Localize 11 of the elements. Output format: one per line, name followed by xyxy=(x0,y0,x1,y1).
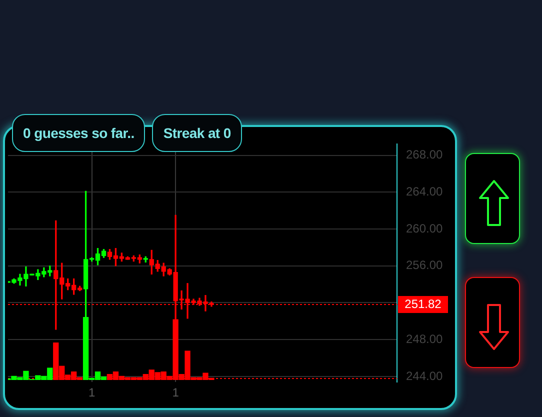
y-tick-label: 268.00 xyxy=(406,148,444,162)
text: 0 guesses so far.. xyxy=(12,114,146,152)
y-tick-label: 248.00 xyxy=(406,332,444,346)
ref-line-label: 251.82 xyxy=(404,297,442,312)
y-tick-label: 256.00 xyxy=(406,258,444,272)
x-tick-label: 1 xyxy=(172,386,180,400)
text: Streak at 0 xyxy=(152,114,242,152)
x-tick-label: 1 xyxy=(88,386,96,400)
y-tick-label: 264.00 xyxy=(406,184,444,198)
y-tick-label: 260.00 xyxy=(406,221,444,236)
y-tick-label: 244.00 xyxy=(406,368,444,383)
